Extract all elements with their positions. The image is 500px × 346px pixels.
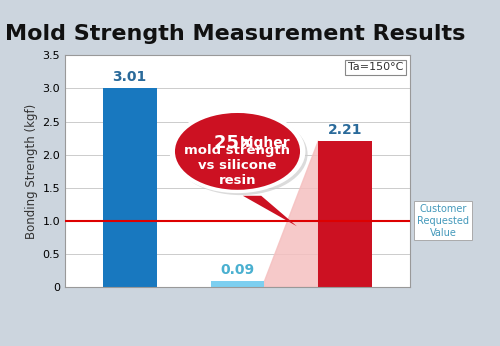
Text: 0.09: 0.09 bbox=[220, 263, 254, 277]
Ellipse shape bbox=[170, 110, 306, 193]
Polygon shape bbox=[264, 141, 318, 287]
Text: Mold Strength Measurement Results: Mold Strength Measurement Results bbox=[5, 24, 465, 44]
Polygon shape bbox=[243, 196, 297, 226]
Bar bbox=[210, 281, 264, 287]
Text: higher: higher bbox=[240, 136, 290, 151]
Bar bbox=[318, 141, 372, 287]
Bar bbox=[102, 88, 156, 287]
Text: mold strength
vs silicone
resin: mold strength vs silicone resin bbox=[184, 145, 290, 188]
Ellipse shape bbox=[175, 113, 300, 190]
Text: 3.01: 3.01 bbox=[112, 70, 147, 84]
Text: 25×: 25× bbox=[214, 135, 260, 153]
Text: Customer
Requested
Value: Customer Requested Value bbox=[417, 204, 469, 238]
Text: 2.21: 2.21 bbox=[328, 123, 362, 137]
Ellipse shape bbox=[174, 113, 308, 195]
Text: Ta=150°C: Ta=150°C bbox=[348, 62, 403, 72]
Y-axis label: Bonding Strength (kgf): Bonding Strength (kgf) bbox=[25, 104, 38, 239]
